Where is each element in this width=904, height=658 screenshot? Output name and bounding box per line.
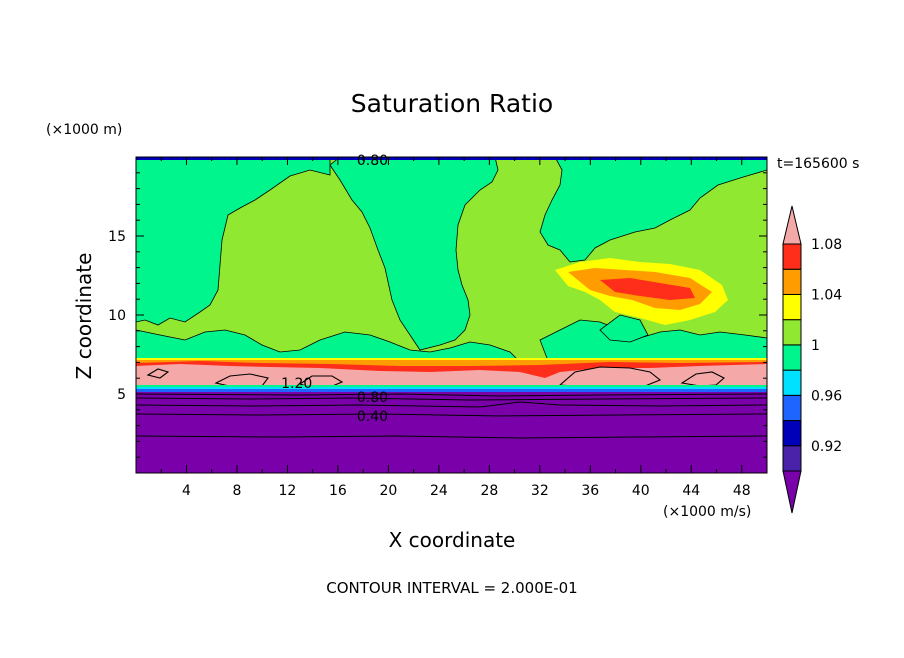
contour-labels: 0.80 1.20 0.80 0.40 — [281, 153, 388, 425]
x-unit-label: (×1000 m/s) — [663, 504, 751, 520]
contour-region — [329, 157, 499, 351]
contour-line — [136, 393, 767, 397]
colorbar-swatch — [782, 293, 802, 321]
y-tick-label: 10 — [108, 308, 126, 324]
contours-1-20 — [146, 366, 725, 389]
colorbar-swatch — [782, 420, 802, 447]
contour-region — [600, 278, 695, 300]
x-tick-label: 48 — [733, 483, 751, 499]
y-unit-label: (×1000 m) — [46, 122, 122, 138]
x-tick-label: 24 — [430, 483, 448, 499]
x-tick-label: 16 — [329, 483, 347, 499]
chart-title: Saturation Ratio — [351, 89, 553, 118]
colorbar-lower-arrow — [782, 470, 802, 514]
colorbar-label: 0.92 — [811, 439, 842, 455]
x-tick-label: 32 — [531, 483, 549, 499]
x-tick-label: 4 — [182, 483, 191, 499]
lower-contour-lines — [136, 393, 767, 439]
colorbar-swatch — [782, 319, 802, 346]
y-tick-label: 5 — [117, 387, 126, 403]
colorbar-label: 0.96 — [811, 388, 842, 404]
x-axis: 4 8 12 16 20 24 28 32 36 40 44 48 — [160, 157, 751, 499]
contour-label: 0.40 — [357, 409, 388, 425]
colorbar-swatch — [782, 344, 802, 371]
x-tick-label: 36 — [581, 483, 599, 499]
x-tick-label: 12 — [279, 483, 297, 499]
colorbar-swatch — [782, 394, 802, 422]
contour-label: 0.80 — [357, 390, 388, 406]
contour-line — [136, 397, 767, 401]
top-edge-band — [136, 157, 767, 160]
colorbar: 1.08 1.04 1 0.96 0.92 — [782, 205, 842, 514]
x-tick-label: 20 — [379, 483, 397, 499]
x-tick-label: 40 — [632, 483, 650, 499]
x-tick-label: 8 — [232, 483, 241, 499]
colorbar-label: 1.04 — [811, 287, 842, 303]
contour-region — [599, 314, 649, 343]
contour-line — [136, 401, 767, 408]
x-tick-label: 28 — [480, 483, 498, 499]
contour-line — [136, 435, 767, 439]
plot-field — [136, 157, 767, 473]
colorbar-label: 1.08 — [811, 237, 842, 253]
contour-line — [146, 368, 170, 379]
time-label: t=165600 s — [777, 156, 859, 172]
upper-cirrus-band — [555, 258, 728, 325]
contour-label: 1.20 — [281, 376, 312, 392]
contour-region — [136, 157, 331, 326]
x-tick-label: 44 — [682, 483, 700, 499]
colorbar-swatch — [782, 243, 802, 270]
colorbar-swatch — [782, 445, 802, 472]
colorbar-swatch — [782, 369, 802, 396]
y-tick-label: 15 — [108, 229, 126, 245]
colorbar-label: 1 — [811, 338, 820, 354]
contour-region — [539, 157, 767, 263]
colorbar-upper-arrow — [782, 205, 802, 245]
y-axis: 5 10 15 — [108, 172, 767, 458]
x-axis-title: X coordinate — [389, 528, 516, 552]
contour-line — [136, 413, 767, 417]
lower-undersaturated-layer — [136, 392, 767, 473]
y-axis-title: Z coordinate — [72, 253, 96, 380]
colorbar-swatch — [782, 268, 802, 295]
contour-label: 0.80 — [357, 153, 388, 169]
contour-interval-footer: CONTOUR INTERVAL = 2.000E-01 — [326, 579, 577, 597]
